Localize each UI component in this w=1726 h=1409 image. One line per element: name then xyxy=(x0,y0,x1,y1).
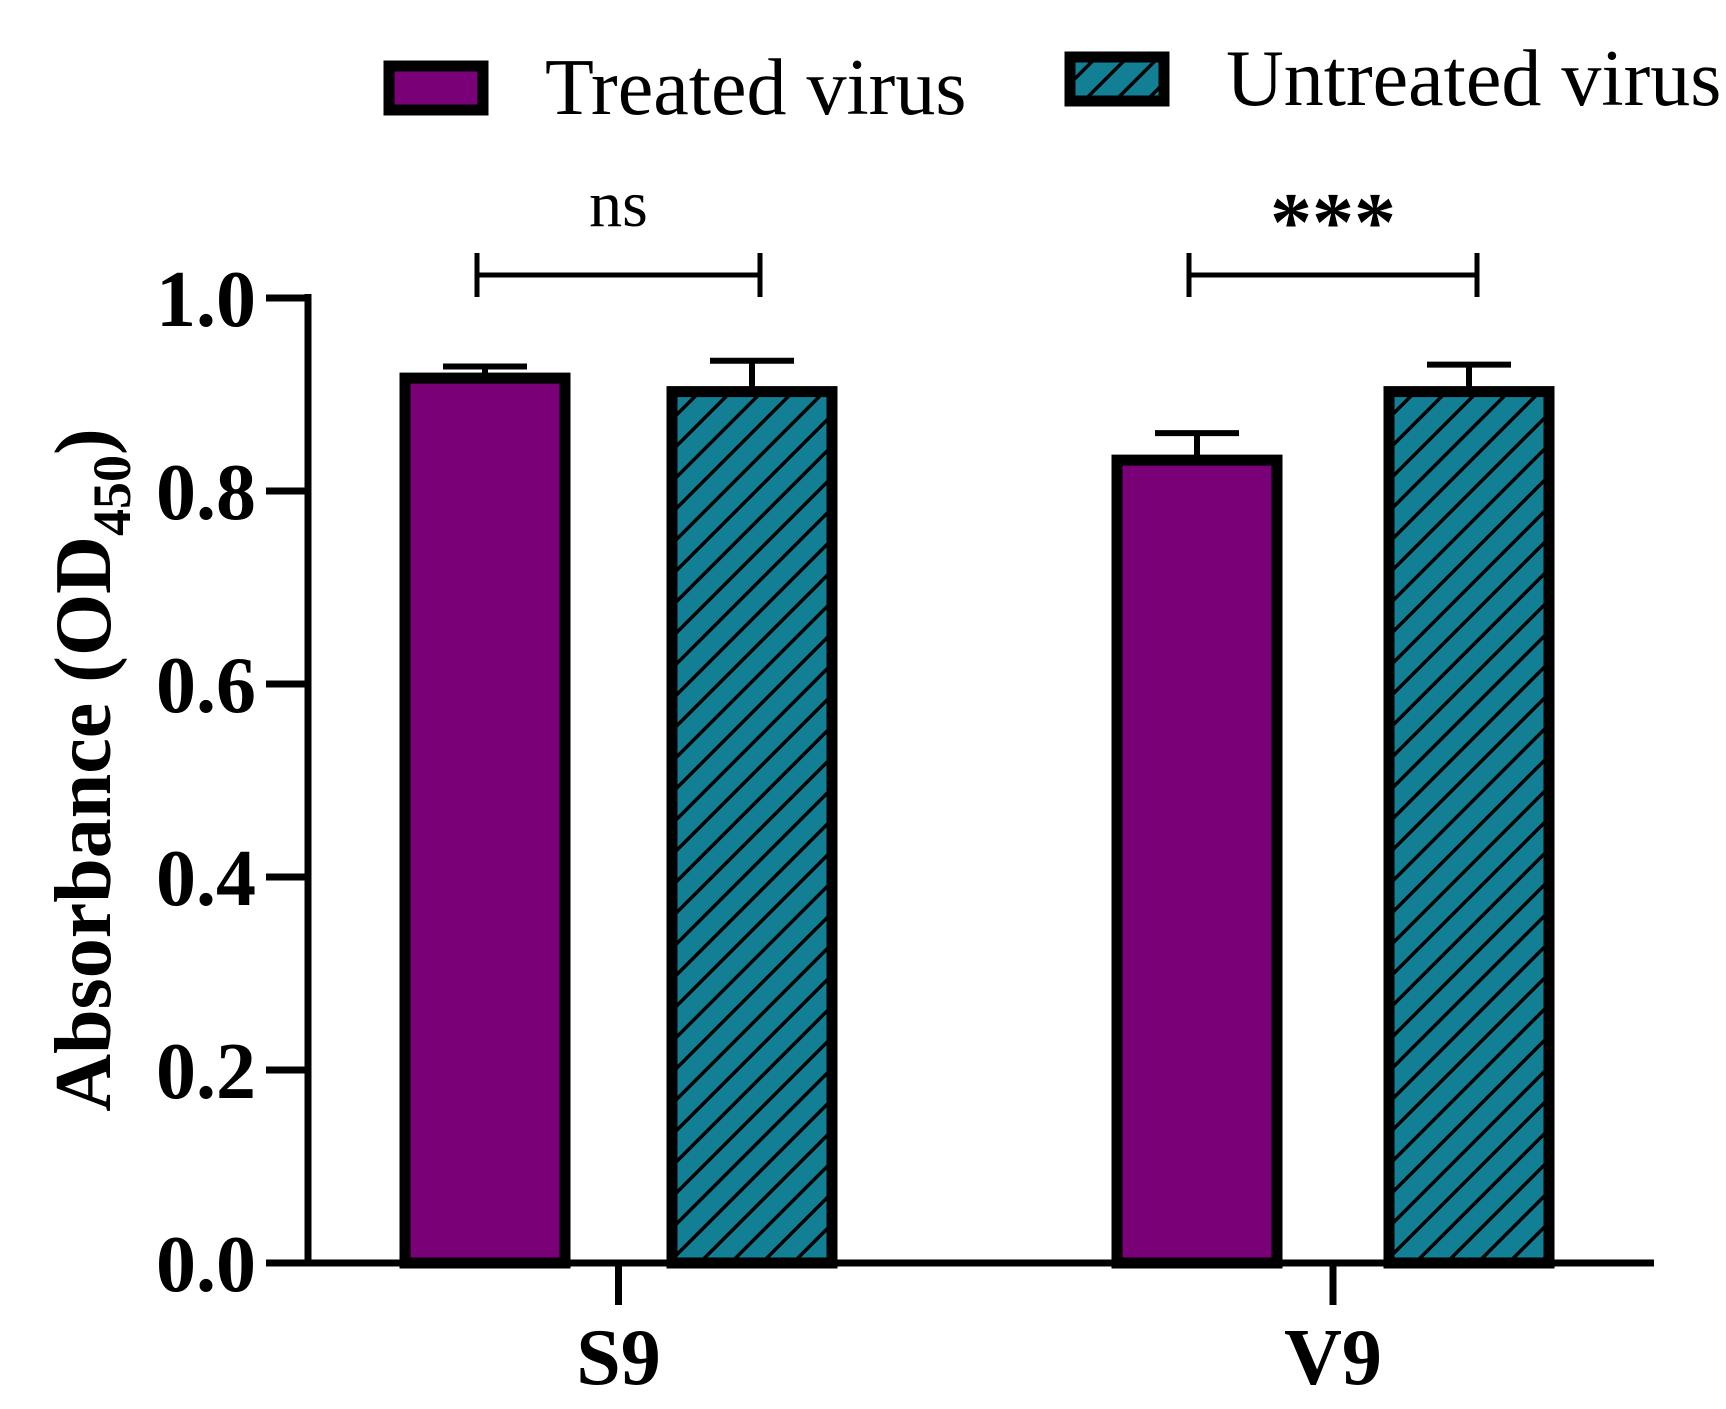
x-categories: S9 V9 xyxy=(576,1263,1382,1402)
y-tick-label: 0.0 xyxy=(156,1221,256,1309)
legend-label-treated: Treated virus xyxy=(545,44,966,132)
bar-s9-untreated xyxy=(666,386,838,1269)
legend-label-untreated: Untreated virus xyxy=(1226,35,1721,123)
x-tick-label-v9: V9 xyxy=(1284,1314,1382,1402)
bar-v9-untreated xyxy=(1383,386,1555,1269)
y-axis-label: Absorbance (OD450) xyxy=(40,428,142,1111)
y-tick-label: 0.4 xyxy=(156,835,256,923)
y-ticks: 0.0 0.2 0.4 0.6 0.8 1.0 xyxy=(156,256,308,1309)
y-tick-label: 0.2 xyxy=(156,1028,256,1116)
y-tick-label: 1.0 xyxy=(156,256,256,344)
bar-v9-treated xyxy=(1111,454,1283,1269)
y-tick-label: 0.6 xyxy=(156,642,256,730)
significance-label-v9: *** xyxy=(1270,176,1396,269)
y-tick-label: 0.8 xyxy=(156,449,256,537)
significance-annotations: ns *** xyxy=(474,168,1480,297)
x-tick-label-s9: S9 xyxy=(576,1314,661,1402)
legend: Treated virus Untreated virus xyxy=(383,35,1721,132)
bar-s9-treated xyxy=(399,372,571,1269)
bars xyxy=(399,357,1555,1269)
legend-swatch-treated xyxy=(383,60,489,116)
legend-swatch-untreated xyxy=(1064,51,1170,107)
significance-label-s9: ns xyxy=(589,168,648,241)
